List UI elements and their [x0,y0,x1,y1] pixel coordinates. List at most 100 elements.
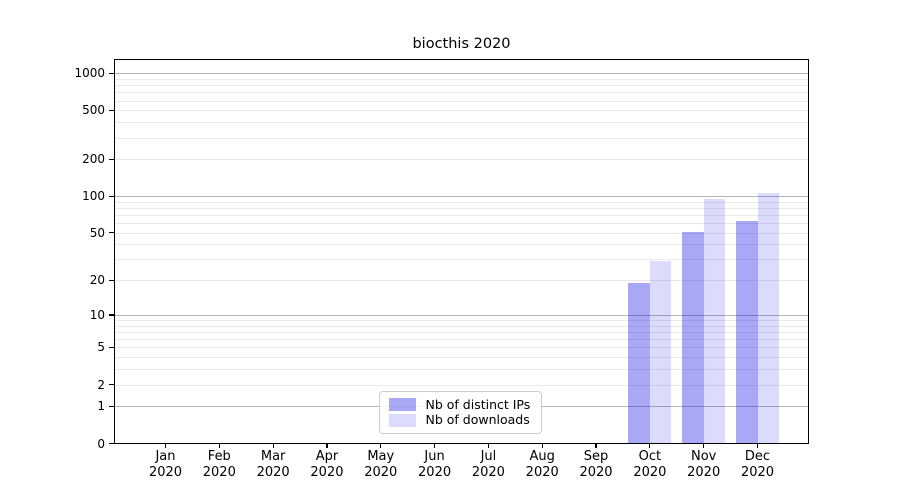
gridline-minor [115,244,808,246]
x-tick-month: May [367,449,395,464]
gridline-minor [115,92,808,94]
x-tick-year: 2020 [633,464,667,480]
x-tick-month: Sep [583,449,609,464]
y-tick-label: 1000 [74,66,105,81]
gridline-major [115,196,808,198]
legend-swatch-downloads [388,413,416,427]
gridline-major [115,314,808,316]
gridline-minor [115,122,808,124]
x-tick-year: 2020 [525,464,559,480]
x-tick-label: Jun 2020 [403,449,467,480]
y-tick [109,384,114,386]
x-tick-year: 2020 [202,464,236,480]
x-tick-year: 2020 [740,464,775,480]
y-tick-label: 10 [89,307,105,322]
x-tick-month: Jul [480,449,497,464]
chart-title: biocthis 2020 [412,36,511,52]
x-tick [703,443,705,448]
bar-ips-dec [736,221,758,443]
y-tick [109,405,114,407]
gridline-minor [115,137,808,139]
y-tick-label: 5 [97,340,105,355]
x-tick [541,443,543,448]
gridline-minor [115,159,808,161]
y-tick-label: 2 [97,377,105,392]
x-tick [326,443,328,448]
x-tick-year: 2020 [471,464,505,480]
y-tick [109,279,114,281]
x-tick-month: Oct [638,449,662,464]
bar-downloads-oct [649,261,672,443]
x-tick-year: 2020 [687,464,721,480]
gridline-minor [115,357,808,359]
x-tick-label: Jan 2020 [134,449,198,480]
y-tick [109,158,114,160]
y-tick [109,314,114,316]
y-tick [109,72,114,74]
gridline-minor [115,280,808,282]
x-tick-month: Jan [155,449,176,464]
x-tick-label: Jul 2020 [456,449,520,480]
x-tick-month: Mar [260,449,286,464]
legend-label-distinct-ips: Nb of distinct IPs [425,396,531,412]
gridline-minor [115,332,808,334]
x-tick-label: Apr 2020 [295,449,359,480]
x-tick [164,443,167,448]
legend-swatch-distinct-ips [388,398,416,411]
x-tick-year: 2020 [579,464,613,480]
gridline-minor [115,232,808,234]
x-tick [380,443,382,448]
y-tick-label: 200 [82,152,105,167]
gridline-minor [115,78,808,80]
y-tick-label: 0 [97,436,105,451]
y-tick [109,195,114,197]
x-tick [595,443,597,448]
gridline-minor [115,215,808,217]
x-tick-month: Feb [207,449,231,464]
x-tick-label: Mar 2020 [241,449,305,480]
x-tick-label: May 2020 [349,449,413,480]
y-tick [109,232,114,234]
x-tick [756,443,759,448]
gridline-minor [115,110,808,112]
y-tick [109,109,114,111]
gridline-minor [115,339,808,341]
x-tick-label: Feb 2020 [187,449,251,480]
x-tick-month: Dec [744,449,771,464]
gridline-minor [115,325,808,327]
gridline-minor [115,369,808,371]
bar-downloads-nov [703,199,726,443]
legend-entry-distinct-ips: Nb of distinct IPs [388,396,532,412]
gridline-minor [115,223,808,225]
x-tick-month: Nov [690,449,717,464]
gridline-minor [115,259,808,261]
y-tick-label: 100 [82,189,105,204]
x-tick [272,443,274,448]
x-tick-year: 2020 [148,464,183,480]
x-tick-year: 2020 [418,464,452,480]
bar-ips-nov [682,231,704,443]
x-tick-year: 2020 [310,464,344,480]
gridline-minor [115,207,808,209]
legend: Nb of distinct IPs Nb of downloads [378,391,542,434]
y-tick-label: 20 [89,273,105,288]
legend-entry-downloads: Nb of downloads [388,412,532,427]
y-tick-label: 1 [97,399,105,414]
x-tick [487,443,489,448]
gridline-minor [115,347,808,349]
x-tick-label: Dec 2020 [726,449,790,480]
legend-label-downloads: Nb of downloads [425,412,530,427]
x-tick [433,443,436,448]
x-tick-year: 2020 [364,464,398,480]
x-tick-month: Jun [424,449,445,464]
gridline-minor [115,85,808,87]
y-tick-label: 50 [89,225,105,240]
x-tick [649,443,651,448]
plot-area [114,59,809,444]
x-tick-label: Sep 2020 [564,449,628,480]
bar-downloads-dec [757,193,779,443]
x-tick-label: Aug 2020 [510,449,574,480]
x-tick-label: Oct 2020 [618,449,682,480]
y-tick [109,346,114,349]
